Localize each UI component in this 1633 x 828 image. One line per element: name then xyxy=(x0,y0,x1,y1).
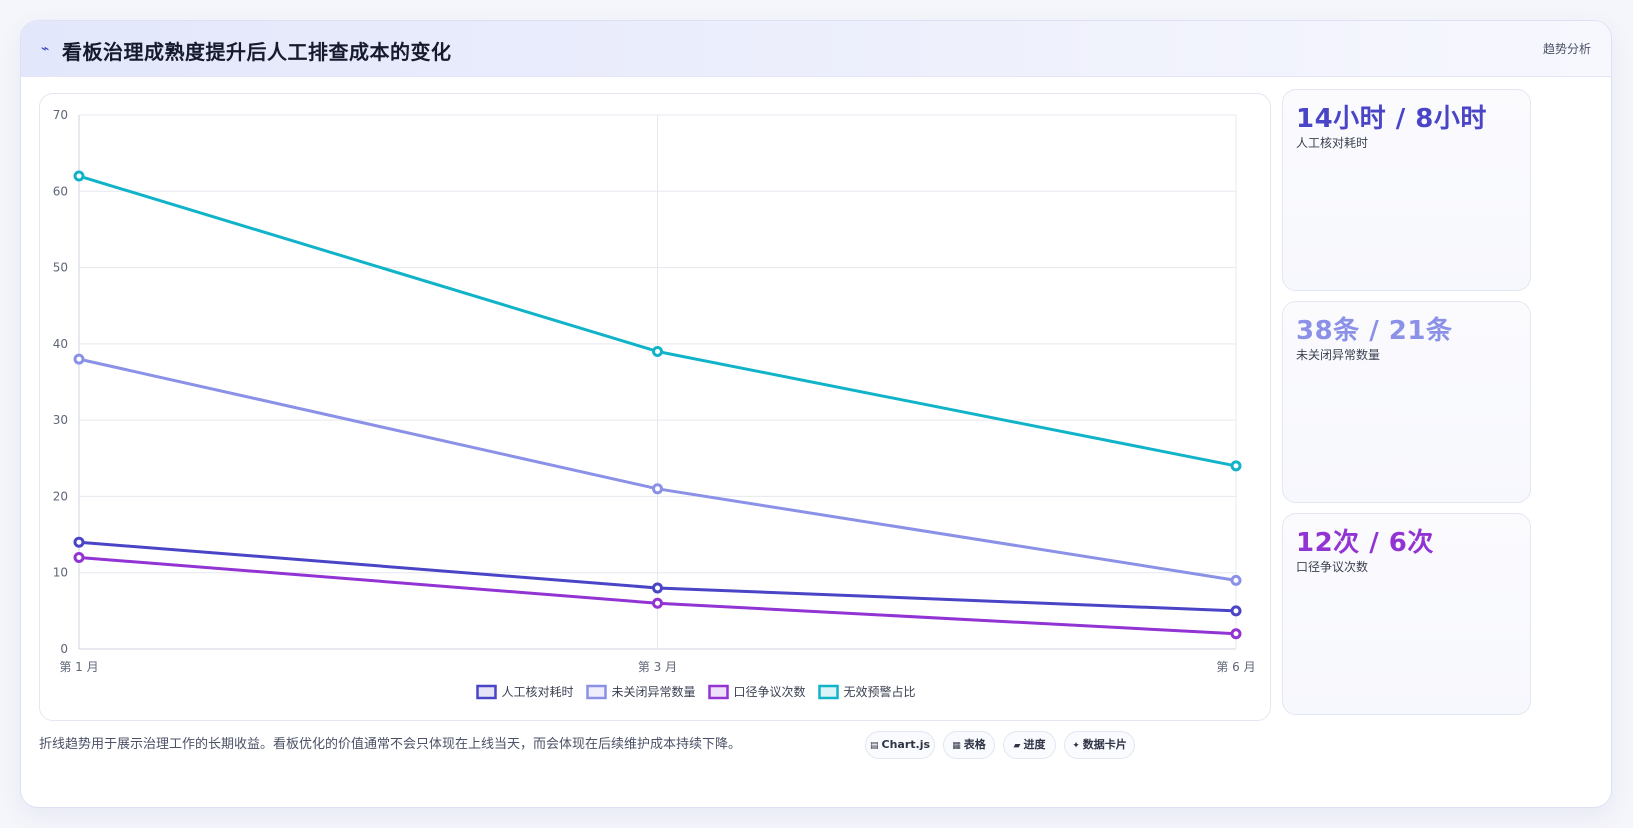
card-title: 看板治理成熟度提升后人工排查成本的变化 xyxy=(62,40,452,64)
footer-note: 折线趋势用于展示治理工作的长期收益。看板优化的价值通常不会只体现在上线当天，而会… xyxy=(39,737,742,752)
legend-label: 口径争议次数 xyxy=(734,684,806,699)
data-point xyxy=(652,597,663,609)
line-chart-icon: ⌁ xyxy=(41,41,50,57)
kpi-value: 12次 / 6次 xyxy=(1296,528,1434,558)
data-point xyxy=(1230,605,1242,617)
x-tick-label: 第 1 月 xyxy=(59,660,98,674)
pill-label: 表格 xyxy=(963,738,986,751)
y-tick-label: 40 xyxy=(53,337,68,351)
y-tick-label: 0 xyxy=(60,642,68,656)
legend-label: 无效预警占比 xyxy=(844,684,916,699)
kpi-card-open-anomalies: 38条 / 21条 未关闭异常数量 xyxy=(1282,301,1531,503)
data-point xyxy=(652,483,663,495)
legend-swatch xyxy=(586,684,607,700)
legend-label: 人工核对耗时 xyxy=(502,685,574,699)
card-header: ⌁ 看板治理成熟度提升后人工排查成本的变化 趋势分析 xyxy=(21,21,1611,77)
data-point xyxy=(73,170,85,182)
x-tick-label: 第 3 月 xyxy=(638,660,677,674)
kpi-card-manual-check: 14小时 / 8小时 人工核对耗时 xyxy=(1282,89,1531,291)
chartjs-pill[interactable]: ▤ Chart.js xyxy=(865,731,935,759)
kpi-value: 14小时 / 8小时 xyxy=(1296,104,1487,134)
pill-label: 进度 xyxy=(1023,738,1046,751)
x-tick-label: 第 6 月 xyxy=(1216,660,1255,674)
data-point xyxy=(652,582,663,594)
trend-analysis-tag[interactable]: 趋势分析 xyxy=(1542,42,1591,56)
data-point xyxy=(73,353,85,365)
kpi-value: 38条 / 21条 xyxy=(1296,316,1453,346)
y-tick-label: 50 xyxy=(53,261,68,275)
y-tick-label: 60 xyxy=(53,184,68,198)
y-tick-label: 10 xyxy=(53,566,68,580)
table-icon: ▦ xyxy=(952,741,961,751)
legend-label: 未关闭异常数量 xyxy=(612,684,696,699)
data-point xyxy=(1230,628,1242,640)
table-pill[interactable]: ▦ 表格 xyxy=(943,731,995,759)
pill-label: Chart.js xyxy=(881,738,931,751)
data-point xyxy=(652,345,663,357)
sparkle-icon: ✦ xyxy=(1072,741,1080,751)
data-point xyxy=(1230,460,1242,472)
chart-icon: ▤ xyxy=(869,741,879,751)
data-point xyxy=(1230,574,1242,586)
y-tick-label: 70 xyxy=(53,108,68,122)
legend-swatch xyxy=(708,684,729,700)
kpi-card-disputes: 12次 / 6次 口径争议次数 xyxy=(1282,513,1531,715)
data-card-pill[interactable]: ✦ 数据卡片 xyxy=(1064,731,1135,759)
kpi-label: 未关闭异常数量 xyxy=(1296,348,1381,362)
data-point xyxy=(73,551,85,563)
pill-label: 数据卡片 xyxy=(1082,738,1127,751)
y-tick-label: 30 xyxy=(53,413,68,427)
dashboard-card: ⌁ 看板治理成熟度提升后人工排查成本的变化 趋势分析 0 10 20 30 40 50 60… xyxy=(20,20,1612,808)
progress-pill[interactable]: ▰ 进度 xyxy=(1003,731,1056,759)
kpi-label: 人工核对耗时 xyxy=(1296,136,1369,150)
progress-icon: ▰ xyxy=(1013,741,1021,751)
data-point xyxy=(73,536,85,548)
legend-swatch xyxy=(476,684,497,700)
kpi-label: 口径争议次数 xyxy=(1296,560,1369,574)
line-chart: 0 10 20 30 40 50 60 70 第 1 月 第 3 月 第 6 月人工核对耗时 未关闭异… xyxy=(39,93,1271,721)
legend-swatch xyxy=(818,684,839,700)
y-tick-label: 20 xyxy=(53,489,68,503)
